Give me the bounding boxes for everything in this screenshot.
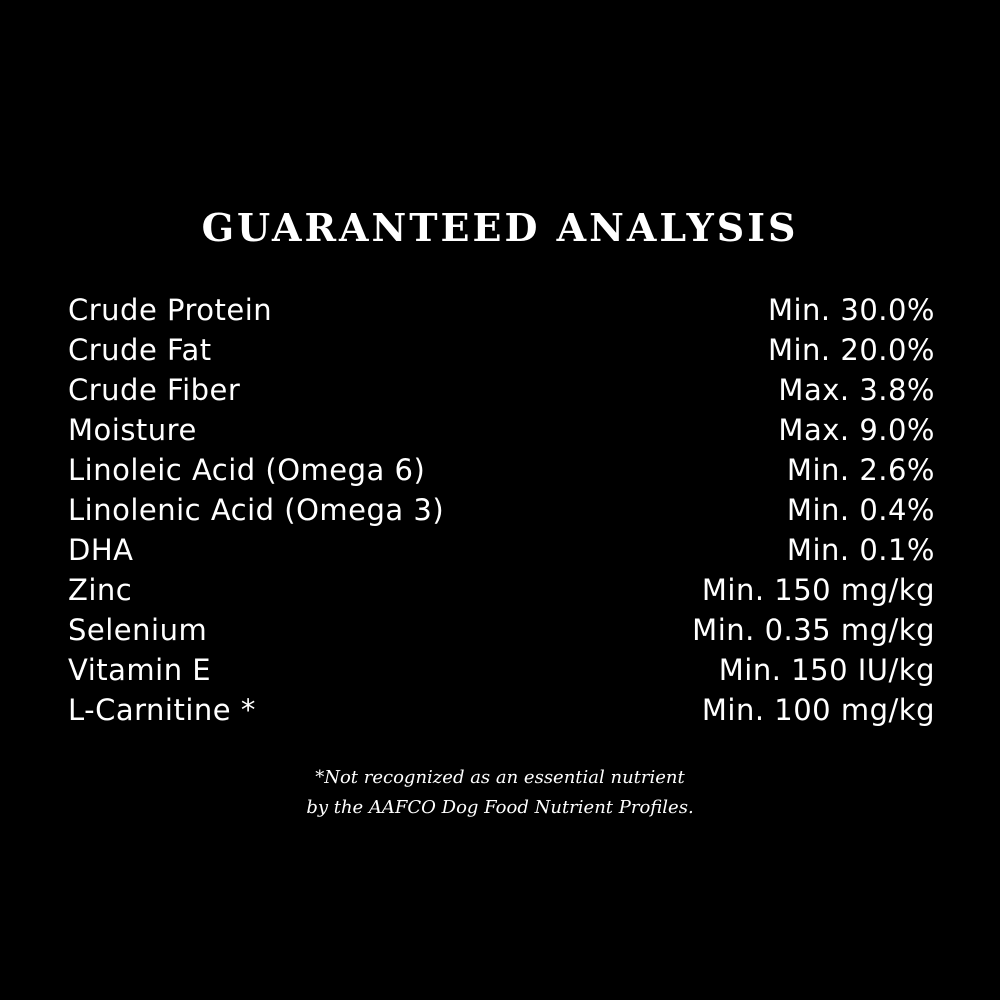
- nutrient-name: Crude Protein: [68, 293, 273, 327]
- nutrient-name: Crude Fat: [68, 333, 212, 367]
- nutrient-name: Vitamin E: [68, 653, 212, 687]
- nutrient-value: Min. 0.4%: [786, 493, 935, 527]
- table-row: Moisture Max. 9.0%: [68, 410, 935, 450]
- nutrient-name: Zinc: [68, 573, 133, 607]
- nutrient-value: Min. 100 mg/kg: [701, 693, 935, 727]
- nutrient-name: Linolenic Acid (Omega 3): [68, 493, 445, 527]
- nutrient-value: Min. 0.35 mg/kg: [692, 613, 935, 647]
- page-title: GUARANTEED ANALYSIS: [201, 205, 799, 250]
- nutrient-value: Min. 0.1%: [786, 533, 935, 567]
- analysis-table: Crude Protein Min. 30.0% Crude Fat Min. 20.…: [68, 290, 935, 730]
- nutrient-name: L-Carnitine *: [68, 693, 256, 727]
- nutrient-value: Max. 9.0%: [778, 413, 935, 447]
- table-row: Linolenic Acid (Omega 3) Min. 0.4%: [68, 490, 935, 530]
- table-row: Crude Fiber Max. 3.8%: [68, 370, 935, 410]
- footnote-line-1: *Not recognized as an essential nutrient: [315, 767, 685, 788]
- nutrient-value: Min. 2.6%: [786, 453, 935, 487]
- table-row: Crude Fat Min. 20.0%: [68, 330, 935, 370]
- table-row: Vitamin E Min. 150 IU/kg: [68, 650, 935, 690]
- nutrient-name: Moisture: [68, 413, 197, 447]
- nutrient-name: Crude Fiber: [68, 373, 241, 407]
- table-row: Zinc Min. 150 mg/kg: [68, 570, 935, 610]
- footnote: *Not recognized as an essential nutrient…: [0, 763, 1000, 823]
- nutrient-name: Linoleic Acid (Omega 6): [68, 453, 426, 487]
- nutrient-value: Max. 3.8%: [778, 373, 935, 407]
- table-row: L-Carnitine * Min. 100 mg/kg: [68, 690, 935, 730]
- table-row: Selenium Min. 0.35 mg/kg: [68, 610, 935, 650]
- table-row: DHA Min. 0.1%: [68, 530, 935, 570]
- nutrient-name: Selenium: [68, 613, 208, 647]
- nutrient-value: Min. 30.0%: [767, 293, 935, 327]
- nutrient-value: Min. 20.0%: [767, 333, 935, 367]
- nutrient-name: DHA: [68, 533, 134, 567]
- nutrient-value: Min. 150 IU/kg: [718, 653, 935, 687]
- footnote-line-2: by the AAFCO Dog Food Nutrient Profiles.: [306, 797, 694, 818]
- table-row: Crude Protein Min. 30.0%: [68, 290, 935, 330]
- nutrient-value: Min. 150 mg/kg: [701, 573, 935, 607]
- table-row: Linoleic Acid (Omega 6) Min. 2.6%: [68, 450, 935, 490]
